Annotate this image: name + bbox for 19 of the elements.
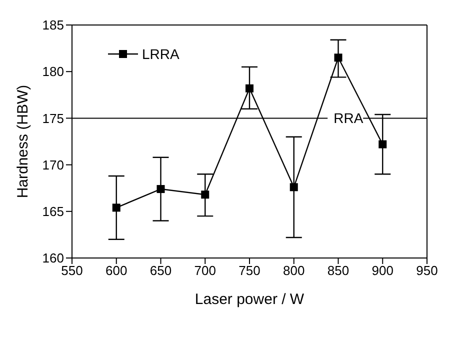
x-axis-title: Laser power / W xyxy=(194,291,305,308)
x-tick-label: 800 xyxy=(283,263,305,278)
x-tick-label: 850 xyxy=(327,263,350,278)
ref-line-label: RRA xyxy=(334,110,364,126)
x-tick-label: 950 xyxy=(416,263,438,278)
y-tick-label: 180 xyxy=(42,64,64,80)
y-axis-title: Hardness (HBW) xyxy=(14,84,32,198)
x-tick-label: 900 xyxy=(372,263,394,278)
y-tick-label: 170 xyxy=(42,157,64,172)
x-tick-label: 700 xyxy=(194,263,216,278)
y-tick-label: 165 xyxy=(42,204,64,220)
x-tick-label: 750 xyxy=(238,263,260,278)
legend-label: LRRA xyxy=(142,46,180,62)
x-tick-label: 550 xyxy=(61,263,83,278)
y-tick-label: 175 xyxy=(42,110,64,126)
y-tick-label: 185 xyxy=(42,18,64,33)
x-tick-label: 650 xyxy=(150,263,172,278)
x-tick-label: 600 xyxy=(106,263,128,278)
y-tick-label: 160 xyxy=(42,250,64,266)
